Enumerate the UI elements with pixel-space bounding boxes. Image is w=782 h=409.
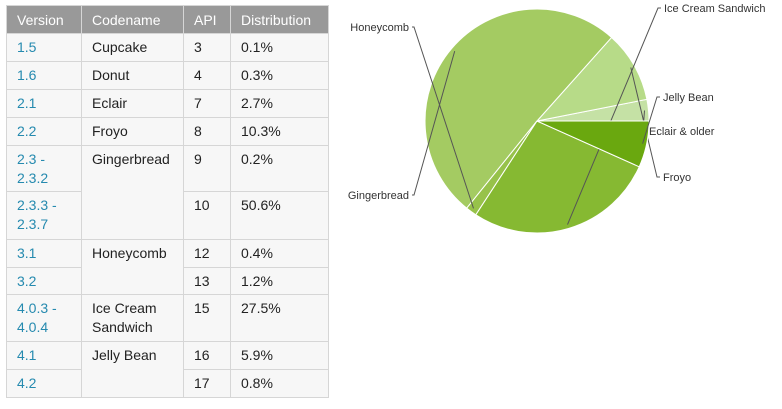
api-cell: 4 — [183, 61, 231, 90]
table-row: 2.1 Eclair 7 2.7% — [6, 89, 329, 118]
api-cell: 16 — [183, 341, 231, 370]
version-link[interactable]: 1.5 — [6, 33, 82, 62]
codename-cell: Donut — [81, 61, 184, 90]
codename-cell: Froyo — [81, 117, 184, 146]
distribution-cell: 50.6% — [230, 191, 329, 240]
slice-label-gingerbread: Gingerbread — [348, 190, 409, 202]
codename-cell: Eclair — [81, 89, 184, 118]
api-cell: 7 — [183, 89, 231, 118]
table-row: 4.2 17 0.8% — [6, 369, 329, 398]
slice-label-eclair-older: Eclair & older — [649, 126, 715, 138]
distribution-cell: 0.4% — [230, 239, 329, 268]
api-cell: 10 — [183, 191, 231, 240]
slice-label-froyo: Froyo — [663, 172, 691, 184]
header-version: Version — [6, 5, 82, 34]
slice-label-jelly-bean: Jelly Bean — [663, 92, 714, 104]
api-cell: 12 — [183, 239, 231, 268]
table-row: 4.0.3 - 4.0.4 Ice Cream Sandwich 15 27.5… — [6, 294, 329, 342]
version-link[interactable]: 2.1 — [6, 89, 82, 118]
codename-cell: Ice Cream Sandwich — [81, 294, 184, 342]
codename-cell: Gingerbread — [81, 145, 184, 240]
codename-cell: Jelly Bean — [81, 341, 184, 398]
distribution-cell: 0.8% — [230, 369, 329, 398]
version-link[interactable]: 2.2 — [6, 117, 82, 146]
table-row: 1.5 Cupcake 3 0.1% — [6, 33, 329, 62]
header-codename: Codename — [81, 5, 184, 34]
leader-line-ice-cream-sandwich — [567, 7, 661, 225]
api-cell: 9 — [183, 145, 231, 192]
version-link[interactable]: 2.3 - 2.3.2 — [6, 145, 82, 192]
version-link[interactable]: 4.1 — [6, 341, 82, 370]
table-row: 2.3 - 2.3.2 Gingerbread 9 0.2% — [6, 145, 329, 240]
table-header-row: Version Codename API Distribution — [6, 5, 329, 34]
table-row: 4.1 Jelly Bean 16 5.9% — [6, 341, 329, 398]
version-link[interactable]: 3.2 — [6, 267, 82, 295]
table-row: 1.6 Donut 4 0.3% — [6, 61, 329, 90]
slice-label-ice-cream-sandwich: Ice Cream Sandwich — [664, 3, 766, 15]
distribution-cell: 0.1% — [230, 33, 329, 62]
api-cell: 13 — [183, 267, 231, 295]
distribution-cell: 5.9% — [230, 341, 329, 370]
distribution-cell: 2.7% — [230, 89, 329, 118]
version-link[interactable]: 2.3.3 - 2.3.7 — [6, 191, 82, 240]
version-link[interactable]: 4.2 — [6, 369, 82, 398]
leader-line-honeycomb — [412, 26, 474, 209]
header-distribution: Distribution — [230, 5, 329, 34]
version-link[interactable]: 3.1 — [6, 239, 82, 268]
slice-label-honeycomb: Honeycomb — [350, 22, 409, 34]
api-cell: 8 — [183, 117, 231, 146]
version-link[interactable]: 4.0.3 - 4.0.4 — [6, 294, 82, 342]
pie-slice-gingerbread[interactable] — [424, 8, 613, 209]
distribution-table: Version Codename API Distribution 1.5 Cu… — [6, 5, 329, 398]
leader-line-froyo — [630, 67, 660, 178]
version-link[interactable]: 1.6 — [6, 61, 82, 90]
version-pie-chart: Eclair & older Froyo Gingerbread Honeycomb I… — [348, 3, 766, 234]
distribution-cell: 0.2% — [230, 145, 329, 192]
header-api: API — [183, 5, 231, 34]
leader-line-gingerbread — [412, 50, 456, 196]
api-cell: 15 — [183, 294, 231, 342]
distribution-cell: 0.3% — [230, 61, 329, 90]
pie-slice-jelly-bean[interactable] — [536, 120, 650, 168]
table-row: 3.1 Honeycomb 12 0.4% — [6, 239, 329, 295]
leader-line-jelly-bean — [642, 96, 660, 144]
table-row: 2.2 Froyo 8 10.3% — [6, 117, 329, 146]
distribution-cell: 27.5% — [230, 294, 329, 342]
codename-cell: Cupcake — [81, 33, 184, 62]
table-row: 2.3.3 - 2.3.7 10 50.6% — [6, 191, 329, 240]
api-cell: 17 — [183, 369, 231, 398]
distribution-cell: 10.3% — [230, 117, 329, 146]
api-cell: 3 — [183, 33, 231, 62]
distribution-cell: 1.2% — [230, 267, 329, 295]
codename-cell: Honeycomb — [81, 239, 184, 295]
